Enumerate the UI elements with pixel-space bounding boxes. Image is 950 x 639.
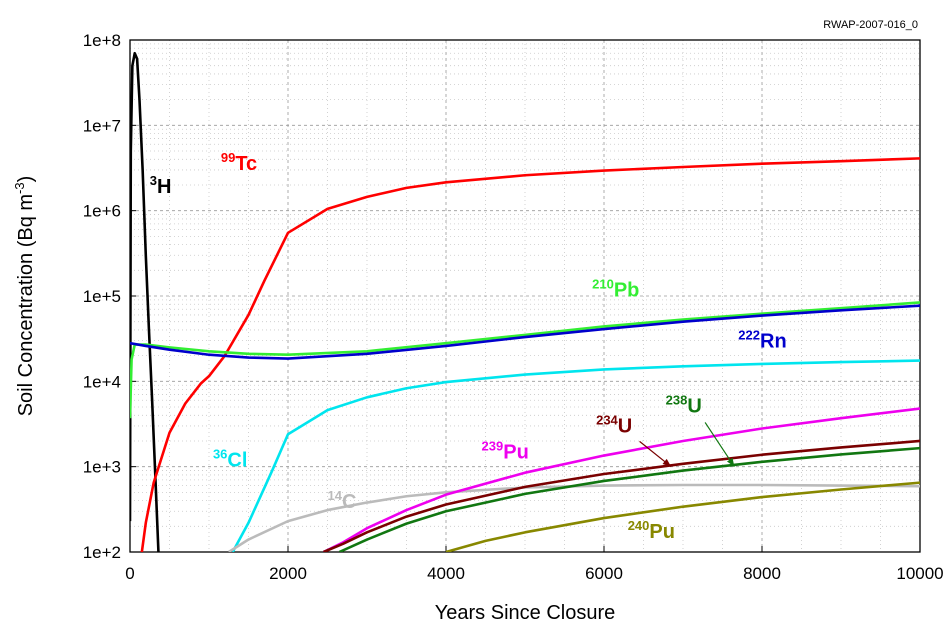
y-tick-label: 1e+4	[83, 372, 121, 391]
y-axis-title: Soil Concentration (Bq m-3)	[12, 176, 37, 417]
series-line-36Cl	[231, 359, 920, 552]
x-tick-label: 2000	[269, 564, 307, 583]
series-line-3H	[130, 51, 160, 552]
annotation-arrow-head	[662, 458, 672, 467]
series-label-mass: 210	[592, 277, 614, 292]
series-lines	[130, 51, 920, 552]
annotation-arrow-line	[704, 422, 735, 467]
series-label-240Pu: 240Pu	[628, 518, 675, 543]
series-line-240Pu	[445, 481, 920, 552]
series-label-mass: 234	[596, 413, 618, 428]
y-axis-title-main: Soil Concentration (Bq m	[15, 194, 37, 416]
series-label-symbol: Rn	[760, 330, 787, 352]
annotation-arrows	[639, 422, 735, 468]
series-label-36Cl: 36Cl	[213, 447, 247, 472]
series-label-symbol: H	[157, 176, 171, 198]
series-label-mass: 240	[628, 518, 650, 533]
x-axis-title: Years Since Closure	[435, 602, 615, 624]
x-tick-label: 10000	[896, 564, 943, 583]
series-line-14C	[228, 483, 920, 552]
series-label-symbol: C	[342, 491, 356, 513]
axis-ticks: 0 2000 4000 6000 8000 10000 1e+2 1e+3 1e+4 1e+5 1e…	[83, 31, 944, 583]
x-tick-label: 0	[125, 564, 134, 583]
y-tick-label: 1e+2	[83, 543, 121, 562]
grid	[130, 40, 920, 552]
y-tick-label: 1e+5	[83, 287, 121, 306]
series-label-14C: 14C	[328, 488, 357, 513]
series-line-222Rn	[130, 304, 920, 360]
series-label-symbol: U	[618, 416, 632, 438]
series-label-mass: 99	[221, 150, 235, 165]
series-label-99Tc: 99Tc	[221, 150, 257, 175]
y-tick-label: 1e+6	[83, 202, 121, 221]
y-tick-label: 1e+7	[83, 116, 121, 135]
y-axis-title-end: )	[15, 176, 37, 183]
series-label-mass: 3	[150, 173, 157, 188]
series-label-mass: 14	[328, 488, 343, 503]
series-label-mass: 239	[482, 438, 504, 453]
x-tick-label: 8000	[743, 564, 781, 583]
series-label-239Pu: 239Pu	[482, 438, 529, 463]
figure-code: RWAP-2007-016_0	[823, 19, 918, 31]
series-labels: 3H99Tc210Pb222Rn36Cl14C239Pu234U238U240P…	[150, 150, 787, 543]
series-line-239Pu	[322, 407, 920, 552]
series-label-symbol: Pu	[649, 521, 675, 543]
y-axis-title-sup: -3	[12, 182, 27, 194]
series-label-238U: 238U	[666, 393, 702, 418]
x-tick-label: 4000	[427, 564, 465, 583]
series-label-symbol: Tc	[235, 153, 257, 175]
series-label-symbol: Pu	[503, 441, 529, 463]
series-line-234U	[323, 439, 920, 552]
series-label-222Rn: 222Rn	[738, 327, 786, 352]
series-label-symbol: Cl	[227, 450, 247, 472]
series-label-symbol: Pb	[614, 280, 640, 302]
series-label-mass: 222	[738, 327, 760, 342]
series-label-mass: 36	[213, 447, 227, 462]
series-line-99Tc	[140, 157, 920, 552]
x-tick-label: 6000	[585, 564, 623, 583]
y-tick-label: 1e+3	[83, 458, 121, 477]
series-line-238U	[338, 446, 920, 552]
series-label-mass: 238	[666, 393, 688, 408]
series-label-210Pb: 210Pb	[592, 277, 639, 302]
annotation-arrow-head	[726, 457, 735, 467]
series-label-symbol: U	[687, 396, 701, 418]
series-label-234U: 234U	[596, 413, 632, 438]
series-label-3H: 3H	[150, 173, 172, 198]
y-tick-label: 1e+8	[83, 31, 121, 50]
